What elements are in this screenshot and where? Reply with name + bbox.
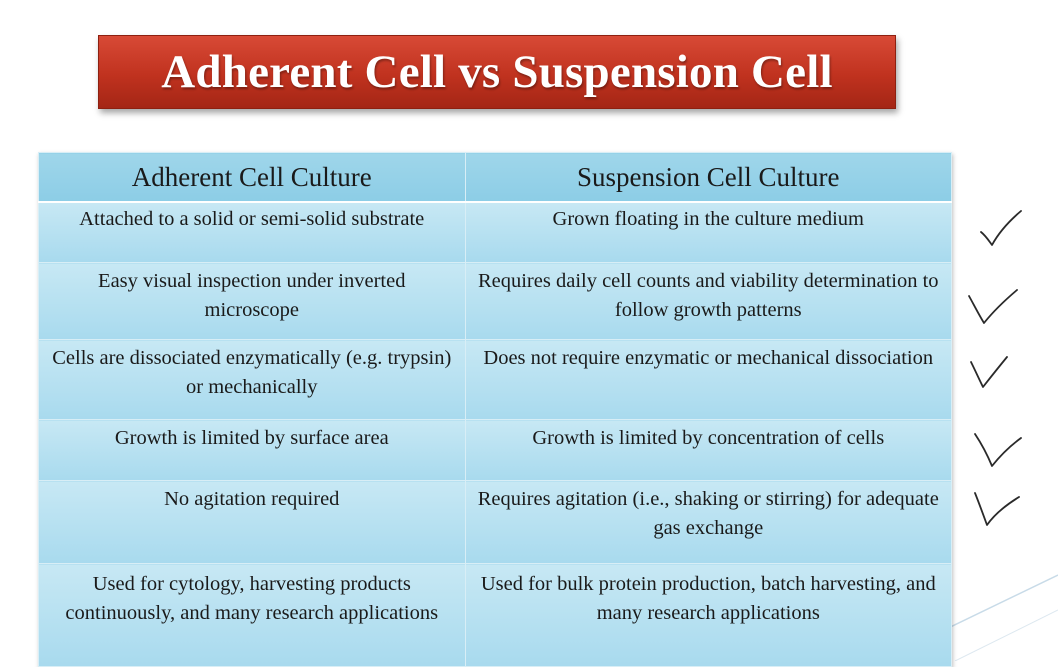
table-cell-adherent: Easy visual inspection under inverted mi…	[38, 262, 466, 340]
table-cell-suspension: Requires agitation (i.e., shaking or sti…	[464, 480, 953, 564]
table-row: No agitation required Requires agitation…	[38, 480, 953, 564]
table-cell-suspension: Growth is limited by concentration of ce…	[464, 419, 953, 481]
table-cell-adherent: Growth is limited by surface area	[38, 419, 466, 481]
table-cell-adherent: Cells are dissociated enzymatically (e.g…	[38, 339, 466, 420]
table-row: Growth is limited by surface area Growth…	[38, 419, 953, 481]
table-cell-suspension: Requires daily cell counts and viability…	[464, 262, 953, 340]
checkmark-icon	[974, 433, 1022, 467]
table-row: Used for cytology, harvesting products c…	[38, 563, 953, 667]
comparison-table: Adherent Cell Culture Suspension Cell Cu…	[38, 152, 953, 667]
checkmark-icon	[968, 289, 1018, 324]
decorative-line	[954, 609, 1058, 661]
table-header-row: Adherent Cell Culture Suspension Cell Cu…	[38, 152, 953, 203]
checkmark-icon	[970, 356, 1008, 388]
table-cell-suspension: Does not require enzymatic or mechanical…	[464, 339, 953, 420]
table-cell-adherent: Used for cytology, harvesting products c…	[38, 563, 466, 667]
table-cell-suspension: Grown floating in the culture medium	[464, 201, 953, 263]
table-row: Cells are dissociated enzymatically (e.g…	[38, 339, 953, 420]
table-row: Easy visual inspection under inverted mi…	[38, 262, 953, 340]
checkmark-icon	[980, 210, 1022, 246]
checkmark-icon	[974, 492, 1020, 526]
header-suspension: Suspension Cell Culture	[464, 152, 953, 203]
table-cell-adherent: No agitation required	[38, 480, 466, 564]
slide-title: Adherent Cell vs Suspension Cell	[161, 46, 833, 98]
table-row: Attached to a solid or semi-solid substr…	[38, 201, 953, 263]
header-adherent: Adherent Cell Culture	[38, 152, 466, 203]
title-banner: Adherent Cell vs Suspension Cell	[98, 35, 896, 109]
table-cell-adherent: Attached to a solid or semi-solid substr…	[38, 201, 466, 263]
table-cell-suspension: Used for bulk protein production, batch …	[464, 563, 953, 667]
